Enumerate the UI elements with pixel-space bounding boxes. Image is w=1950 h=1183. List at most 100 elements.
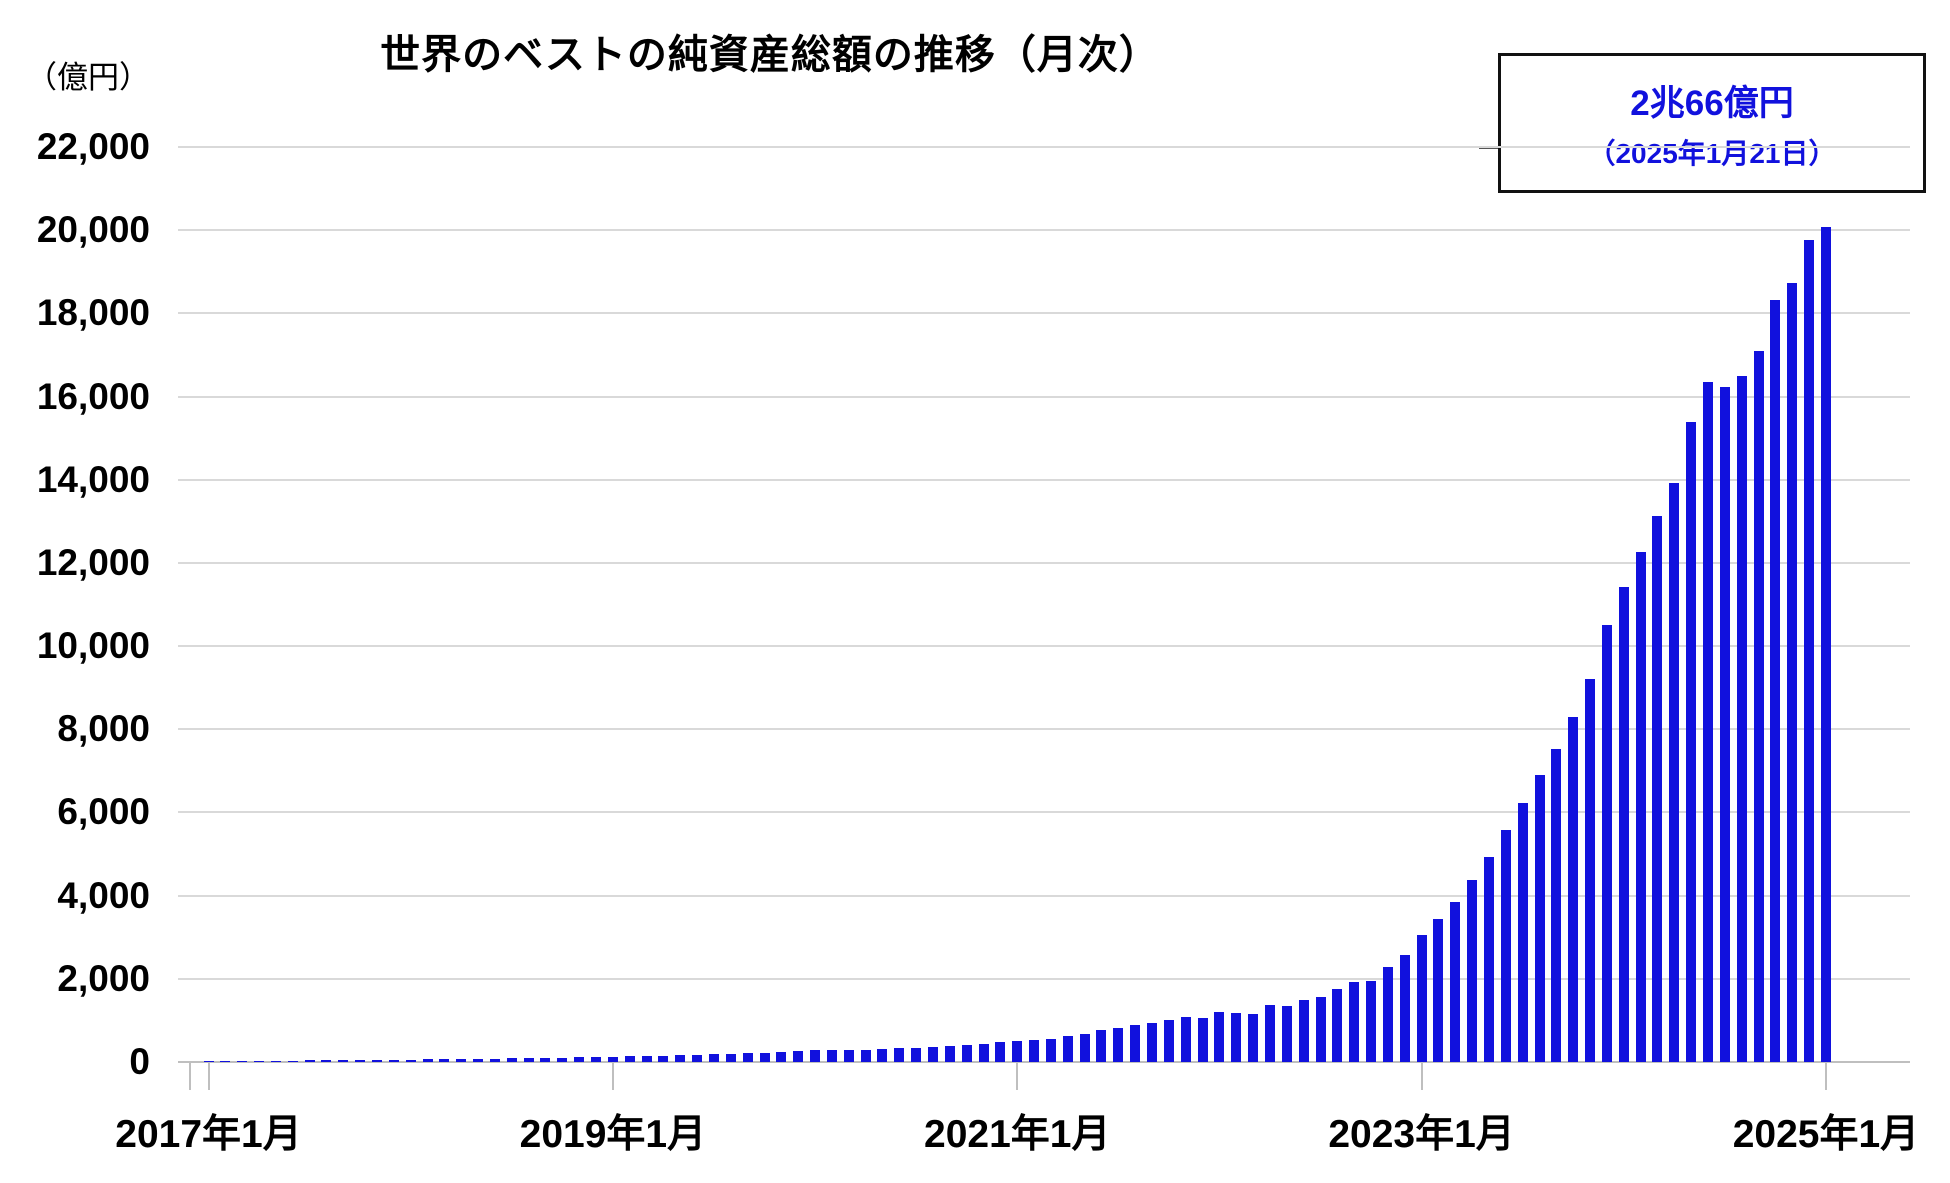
bar: [254, 1060, 265, 1062]
bar: [439, 1059, 450, 1062]
bar: [1787, 283, 1798, 1062]
bar: [338, 1060, 349, 1062]
bar: [1130, 1024, 1141, 1062]
bar: [793, 1051, 804, 1062]
bar: [1298, 1000, 1309, 1062]
bar: [1399, 955, 1410, 1062]
bar: [456, 1059, 467, 1062]
gridline: [178, 146, 1910, 148]
bar: [641, 1055, 652, 1062]
bar: [1113, 1027, 1124, 1062]
bar: [1500, 829, 1511, 1062]
x-tick-label: 2019年1月: [519, 1113, 707, 1156]
bar: [708, 1054, 719, 1062]
bar: [203, 1060, 214, 1062]
bar: [1770, 299, 1781, 1062]
bar: [658, 1055, 669, 1062]
x-axis-tick: [1016, 1062, 1019, 1090]
bar: [877, 1049, 888, 1062]
y-tick-label: 18,000: [36, 292, 150, 334]
bar: [270, 1060, 281, 1062]
bar: [557, 1057, 568, 1062]
bar: [1601, 625, 1612, 1062]
x-tick-label: 2025年1月: [1732, 1113, 1920, 1156]
bar: [1635, 552, 1646, 1062]
bar: [860, 1049, 871, 1062]
x-axis-tick: [1420, 1062, 1423, 1090]
bar: [1366, 981, 1377, 1062]
bar: [843, 1050, 854, 1062]
bar: [810, 1050, 821, 1062]
bar: [911, 1047, 922, 1062]
annotation-leader-line: [1479, 147, 1498, 149]
y-tick-label: 4,000: [57, 874, 150, 916]
bar: [1551, 748, 1562, 1062]
bar: [826, 1049, 837, 1062]
bar: [1079, 1033, 1090, 1062]
bar: [1197, 1017, 1208, 1062]
bar: [776, 1052, 787, 1062]
bar: [1029, 1039, 1040, 1062]
gridline: [178, 312, 1910, 315]
chart-title: 世界のベストの純資産総額の推移（月次）: [380, 33, 1160, 77]
annotation-date: （2025年1月21日）: [1587, 137, 1837, 169]
x-axis-tick: [207, 1062, 210, 1090]
y-tick-label: 0: [129, 1041, 150, 1082]
y-tick-label: 16,000: [36, 375, 150, 417]
x-tick-label: 2023年1月: [1328, 1113, 1515, 1156]
bar: [287, 1060, 298, 1062]
bar: [607, 1056, 618, 1062]
gridline: [178, 229, 1910, 232]
gridline: [178, 811, 1910, 814]
bar: [489, 1058, 500, 1062]
bar: [1736, 376, 1747, 1062]
bar: [1045, 1038, 1056, 1062]
bar: [1315, 997, 1326, 1062]
bar: [1096, 1030, 1107, 1062]
gridline: [178, 728, 1910, 731]
bar: [1484, 856, 1494, 1062]
bar: [944, 1045, 955, 1062]
bar: [574, 1057, 585, 1062]
bar: [591, 1057, 602, 1062]
bar: [371, 1059, 382, 1062]
bar: [1332, 988, 1343, 1062]
bar: [405, 1059, 416, 1062]
bar: [1820, 227, 1831, 1062]
bar: [1433, 919, 1444, 1062]
bar: [1214, 1012, 1225, 1062]
x-axis-tick: [1824, 1062, 1827, 1090]
bar: [1467, 879, 1478, 1062]
bar: [1534, 775, 1545, 1062]
bar: [355, 1060, 366, 1062]
bar: [1231, 1012, 1242, 1062]
bar: [1669, 483, 1680, 1062]
y-tick-label: 20,000: [36, 209, 150, 251]
y-axis-unit-label: （億円）: [26, 60, 150, 95]
gridline: [178, 561, 1910, 564]
bar: [1719, 387, 1730, 1062]
bar: [523, 1058, 534, 1062]
bar: [473, 1058, 484, 1062]
bar: [927, 1046, 938, 1062]
bar: [1147, 1022, 1158, 1062]
bar: [759, 1052, 770, 1062]
bar: [1618, 587, 1629, 1062]
bar: [388, 1059, 399, 1062]
y-tick-label: 6,000: [57, 791, 150, 833]
gridline: [178, 894, 1910, 897]
bar: [1281, 1006, 1292, 1062]
bar: [1652, 516, 1663, 1062]
gridline: [178, 395, 1910, 398]
bar: [540, 1058, 551, 1062]
bar: [961, 1044, 972, 1062]
y-tick-label: 12,000: [36, 541, 150, 583]
bar: [1450, 902, 1461, 1062]
gridline: [178, 977, 1910, 980]
bar: [742, 1053, 753, 1062]
annotation-value: 2兆66億円: [1630, 83, 1794, 123]
bar: [675, 1055, 686, 1062]
y-tick-label: 2,000: [57, 957, 150, 999]
bar: [1264, 1005, 1275, 1062]
bar: [978, 1043, 989, 1062]
